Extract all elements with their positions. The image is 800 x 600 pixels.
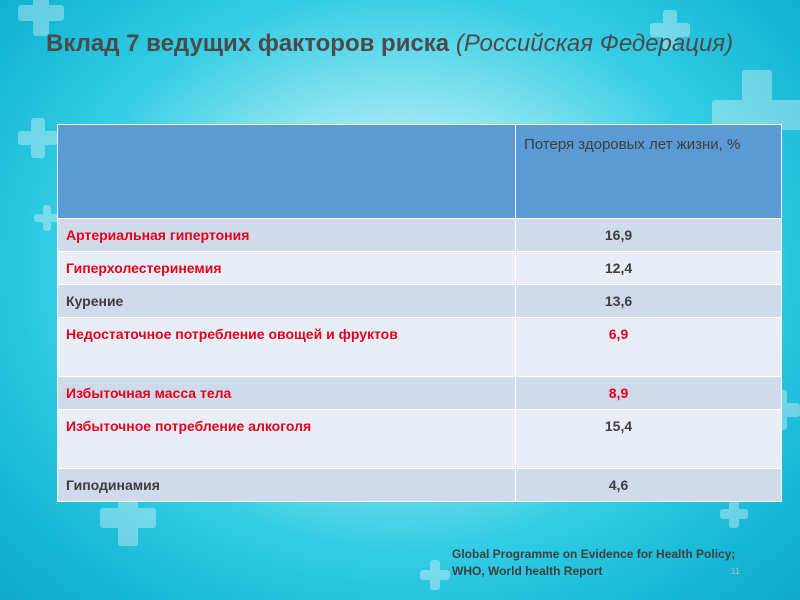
decorative-cross-icon — [100, 490, 156, 546]
table-row: Артериальная гипертония 16,9 — [57, 218, 782, 252]
slide-title: Вклад 7 ведущих факторов риска (Российск… — [46, 30, 733, 58]
source-line-2: WHO, World health Report — [452, 564, 603, 578]
table-row: Недостаточное потребление овощей и фрукт… — [57, 317, 782, 377]
value-cell: 6,9 — [515, 317, 782, 377]
decorative-cross-icon — [420, 560, 450, 590]
factor-cell: Избыточная масса тела — [57, 376, 516, 410]
decorative-cross-icon — [34, 205, 60, 231]
decorative-cross-icon — [720, 500, 748, 528]
table-header-factor — [57, 124, 516, 219]
table-row: Курение 13,6 — [57, 284, 782, 318]
value-cell: 8,9 — [515, 376, 782, 410]
decorative-cross-icon — [18, 0, 64, 36]
factor-cell: Недостаточное потребление овощей и фрукт… — [57, 317, 516, 377]
risk-factors-table: Потеря здоровых лет жизни, % Артериальна… — [57, 124, 782, 502]
value-cell: 12,4 — [515, 251, 782, 285]
table-row: Гиперхолестеринемия 12,4 — [57, 251, 782, 285]
factor-cell: Гиподинамия — [57, 468, 516, 502]
source-citation: Global Programme on Evidence for Health … — [452, 546, 772, 580]
value-cell: 4,6 — [515, 468, 782, 502]
factor-cell: Избыточное потребление алкоголя — [57, 409, 516, 469]
factor-cell: Гиперхолестеринемия — [57, 251, 516, 285]
value-cell: 13,6 — [515, 284, 782, 318]
factor-cell: Курение — [57, 284, 516, 318]
table-header-value: Потеря здоровых лет жизни, % — [515, 124, 782, 219]
value-cell: 16,9 — [515, 218, 782, 252]
decorative-cross-icon — [650, 10, 690, 50]
value-cell: 15,4 — [515, 409, 782, 469]
decorative-cross-icon — [18, 118, 58, 158]
table-header-row: Потеря здоровых лет жизни, % — [57, 124, 782, 219]
page-number: 11 — [730, 566, 740, 576]
slide-title-subtitle: (Российская Федерация) — [455, 30, 734, 57]
table-row: Избыточная масса тела 8,9 — [57, 376, 782, 410]
slide-title-main: Вклад 7 ведущих факторов риска — [46, 30, 450, 57]
table-row: Избыточное потребление алкоголя 15,4 — [57, 409, 782, 469]
factor-cell: Артериальная гипертония — [57, 218, 516, 252]
source-line-1: Global Programme on Evidence for Health … — [452, 547, 736, 561]
table-row: Гиподинамия 4,6 — [57, 468, 782, 502]
